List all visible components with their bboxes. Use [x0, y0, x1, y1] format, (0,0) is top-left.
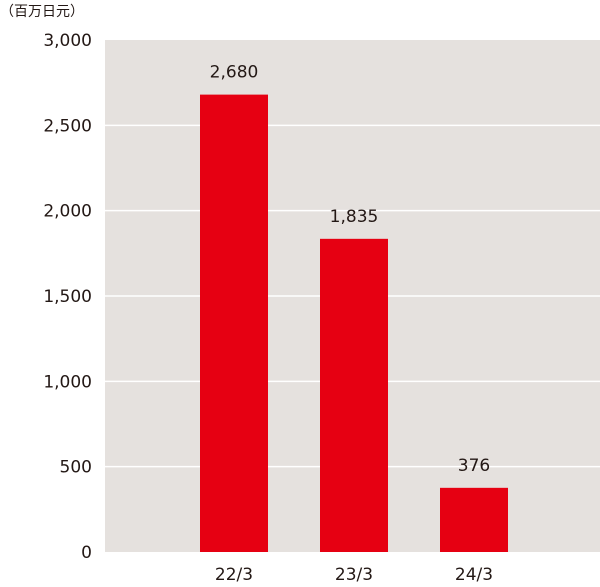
data-label: 2,680	[210, 63, 259, 83]
data-label: 1,835	[330, 207, 379, 227]
y-axis-unit-label: （百万日元）	[0, 4, 84, 20]
y-tick-label: 0	[81, 543, 92, 563]
y-tick-label: 3,000	[43, 31, 92, 51]
x-tick-label: 23/3	[335, 565, 373, 585]
y-axis-ticks: 0 500 1,000 1,500 2,000 2,500 3,000	[43, 31, 92, 563]
y-tick-label: 2,500	[43, 116, 92, 136]
data-labels: 2,680 1,835 376	[210, 63, 491, 476]
x-tick-label: 22/3	[215, 565, 253, 585]
y-tick-label: 500	[60, 458, 92, 478]
x-axis-ticks: 22/3 23/3 24/3	[215, 565, 493, 585]
bars	[200, 94, 508, 552]
y-tick-label: 2,000	[43, 202, 92, 222]
y-tick-label: 1,500	[43, 287, 92, 307]
y-tick-label: 1,000	[43, 372, 92, 392]
data-label: 376	[458, 456, 490, 476]
bar-22-3	[200, 94, 268, 552]
bar-24-3	[440, 487, 508, 552]
bar-23-3	[320, 238, 388, 552]
x-tick-label: 24/3	[455, 565, 493, 585]
